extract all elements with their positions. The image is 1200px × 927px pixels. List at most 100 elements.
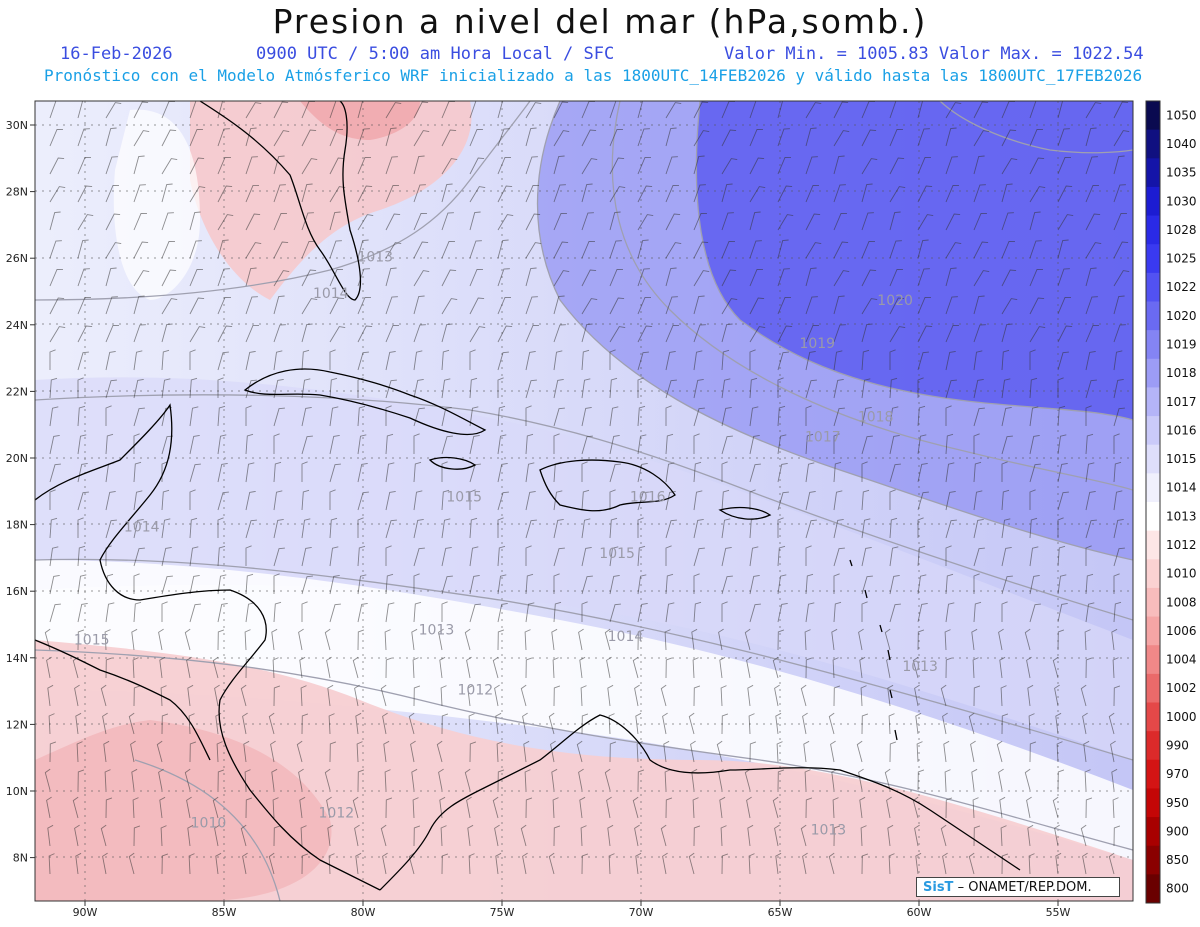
wind-barb xyxy=(133,212,148,231)
wind-barb xyxy=(413,241,429,259)
wind-barb xyxy=(273,490,283,511)
wind-barb xyxy=(889,517,898,539)
wind-barb xyxy=(412,797,419,819)
wind-barb xyxy=(385,296,398,315)
wind-barb xyxy=(245,602,255,623)
wind-barb xyxy=(49,326,66,343)
wind-barb xyxy=(665,350,676,371)
lon-tick-label: 85W xyxy=(212,906,237,919)
wind-barb xyxy=(133,270,150,287)
wind-barb xyxy=(469,128,484,147)
wind-barb xyxy=(805,242,822,259)
wind-barb xyxy=(917,185,933,203)
wind-barb xyxy=(637,517,644,538)
isobar-label: 1012 xyxy=(319,806,355,822)
wind-barb xyxy=(385,519,397,539)
wind-barb xyxy=(749,297,765,315)
wind-barb xyxy=(692,657,699,679)
wind-barb xyxy=(1085,156,1098,175)
wind-barb xyxy=(273,518,284,539)
wind-barb xyxy=(805,350,816,371)
wind-barb xyxy=(245,324,260,343)
wind-barb xyxy=(522,852,528,875)
wind-barb xyxy=(889,741,897,763)
wind-barb xyxy=(413,184,426,203)
wind-barb xyxy=(1080,824,1087,847)
model-info: Pronóstico con el Modelo Atmósferico WRF… xyxy=(44,66,1143,85)
wind-barb xyxy=(1029,377,1038,399)
wind-barb xyxy=(749,603,761,623)
wind-barb xyxy=(189,186,206,203)
wind-barb xyxy=(971,768,978,791)
wind-barb xyxy=(693,490,703,511)
wind-barb xyxy=(105,102,122,119)
wind-barb xyxy=(1029,463,1041,483)
wind-barb xyxy=(525,184,540,203)
wind-barb xyxy=(945,545,952,566)
wind-barb xyxy=(777,574,787,595)
wind-barb xyxy=(520,684,527,707)
wind-barb xyxy=(75,852,82,875)
wind-barb xyxy=(189,546,199,567)
wind-barb xyxy=(805,267,817,287)
wind-barb xyxy=(609,326,626,343)
wind-barb xyxy=(133,101,149,119)
wind-barb xyxy=(301,546,312,567)
wind-barb xyxy=(385,184,400,203)
wind-barb xyxy=(861,601,868,622)
wind-barb xyxy=(917,629,925,651)
wind-barb xyxy=(945,462,955,483)
wind-barb xyxy=(548,712,555,735)
wind-barb xyxy=(49,574,60,595)
wind-barb xyxy=(1001,461,1008,482)
wind-barb xyxy=(945,519,957,539)
wind-barb xyxy=(217,156,232,175)
wind-barb xyxy=(100,824,107,847)
wind-barb xyxy=(693,461,702,483)
wind-barb xyxy=(217,434,227,455)
wind-barb xyxy=(609,463,621,483)
wind-barb xyxy=(245,545,252,566)
wind-barb xyxy=(44,768,51,791)
wind-barb xyxy=(746,796,752,819)
wind-barb xyxy=(581,575,593,595)
wind-barb xyxy=(945,267,957,287)
wind-barb xyxy=(1084,769,1091,791)
wind-barb xyxy=(187,684,194,707)
wind-barb xyxy=(833,547,845,567)
wind-barb xyxy=(636,741,643,763)
wind-barb xyxy=(719,656,726,679)
wind-barb xyxy=(637,377,644,398)
wind-barb xyxy=(161,601,168,622)
wind-barb xyxy=(441,298,458,315)
wind-barb xyxy=(186,796,192,819)
wind-barb xyxy=(189,101,202,119)
isobar-label: 1020 xyxy=(877,293,913,309)
wind-barb xyxy=(581,546,592,567)
wind-barb xyxy=(329,157,345,175)
wind-barb xyxy=(719,796,726,819)
wind-barb xyxy=(49,240,62,259)
wind-barb xyxy=(721,489,730,511)
colorbar-label: 1035 xyxy=(1166,166,1197,180)
wind-barb xyxy=(861,349,870,371)
colorbar-swatch xyxy=(1146,186,1160,217)
wind-barb xyxy=(469,186,486,203)
wind-barb xyxy=(861,158,878,175)
wind-barb xyxy=(805,797,813,819)
wind-barb xyxy=(413,518,424,539)
wind-barb xyxy=(609,546,619,567)
wind-barb xyxy=(1113,184,1126,203)
wind-barb xyxy=(492,796,499,819)
wind-barb xyxy=(665,657,673,679)
wind-barb xyxy=(973,461,982,483)
wind-barb xyxy=(609,297,625,315)
wind-barb xyxy=(245,519,257,539)
wind-barb xyxy=(133,490,143,511)
colorbar-label: 1000 xyxy=(1166,710,1197,724)
colorbar-swatch xyxy=(1146,587,1160,618)
wind-barb xyxy=(329,406,339,427)
wind-barb xyxy=(49,211,61,231)
wind-barb xyxy=(492,656,499,679)
wind-barb xyxy=(972,797,979,819)
